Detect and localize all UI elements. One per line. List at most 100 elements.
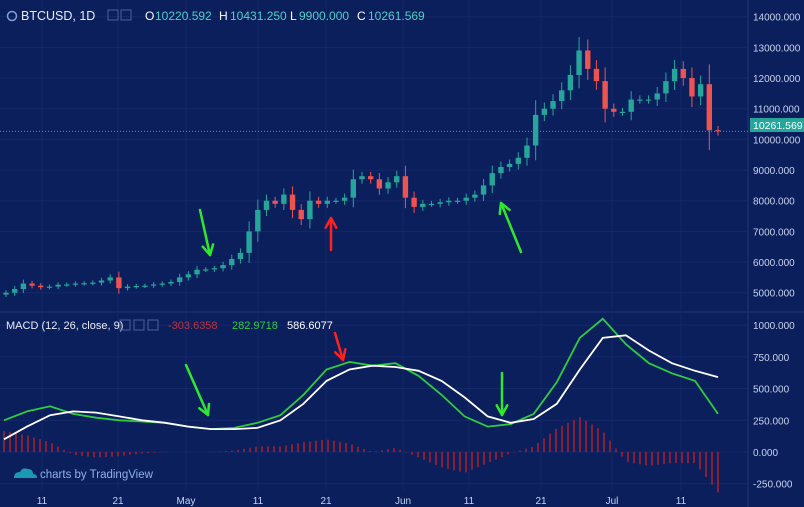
candle-body — [263, 200, 270, 210]
candle-body — [133, 285, 139, 288]
candle-body — [489, 173, 495, 186]
candle-body — [246, 231, 252, 253]
candle-body — [515, 157, 521, 164]
candle-body — [689, 78, 695, 97]
visibility-icon[interactable] — [107, 9, 119, 21]
candle-body — [367, 176, 374, 180]
candle-body — [532, 114, 539, 146]
candle-body — [671, 68, 678, 82]
candle-body — [255, 209, 261, 232]
candle — [20, 279, 27, 293]
candle — [315, 196, 322, 208]
candle-body — [637, 99, 643, 101]
candle — [38, 283, 44, 290]
macd-line — [3, 317, 719, 431]
time-tick-label: 11 — [464, 496, 475, 507]
candle-body — [90, 282, 96, 284]
time-tick-label: May — [177, 496, 196, 507]
macd-header: MACD (12, 26, close, 9) -303.6358 282.97… — [6, 319, 333, 332]
close-value: 10261.569 — [368, 9, 425, 23]
candle — [341, 193, 348, 205]
low-label: L — [290, 9, 297, 23]
candle — [480, 179, 487, 201]
time-tick-label: Jul — [606, 496, 619, 507]
price-tick-label: 7000.000 — [753, 227, 795, 238]
close-icon[interactable] — [147, 319, 159, 331]
settings-icon[interactable] — [133, 319, 145, 331]
candle — [150, 282, 157, 289]
macd-title: MACD (12, 26, close, 9) — [6, 320, 123, 332]
candle-body — [107, 277, 113, 281]
time-tick-label: 21 — [320, 496, 332, 507]
time-tick-label: 21 — [112, 496, 124, 507]
candle-body — [376, 179, 383, 189]
candle-body — [116, 277, 122, 289]
symbol-header: BTCUSD, 1D O 10220.592 H 10431.250 L 990… — [6, 9, 425, 23]
candle — [628, 91, 634, 121]
candle — [446, 197, 452, 206]
candle-body — [645, 99, 652, 101]
candle-body — [211, 268, 218, 270]
high-label: H — [219, 9, 228, 23]
candle — [454, 197, 461, 204]
macd-grid — [0, 324, 748, 485]
candle-body — [11, 289, 18, 293]
candle — [654, 87, 660, 106]
candle-body — [402, 176, 409, 198]
candle — [124, 284, 131, 291]
candle — [420, 199, 426, 211]
candle-body — [576, 50, 582, 75]
candle-body — [307, 200, 313, 220]
candle-body — [411, 197, 417, 207]
time-tick-label: 11 — [37, 496, 48, 507]
collapse-icon[interactable] — [6, 10, 18, 22]
candle — [289, 186, 296, 219]
candle — [489, 165, 495, 193]
candle — [229, 254, 235, 270]
candle — [255, 199, 261, 242]
candle-body — [150, 284, 157, 286]
price-tick-label: 12000.000 — [753, 74, 801, 85]
candle-body — [480, 185, 487, 195]
candle-body — [428, 203, 435, 205]
candle-body — [385, 182, 391, 189]
current-price-value: 10261.569 — [753, 120, 803, 132]
candle — [411, 191, 417, 213]
candle-body — [394, 176, 400, 183]
candle-body — [185, 274, 192, 278]
settings-icon[interactable] — [120, 9, 132, 21]
candle — [532, 100, 539, 161]
candle — [194, 266, 200, 279]
candle-body — [359, 176, 365, 180]
candle — [567, 65, 574, 101]
candle — [680, 61, 686, 86]
price-axis: 14000.000 13000.000 12000.000 11000.000 1000… — [753, 13, 801, 300]
candle — [333, 197, 339, 204]
candle — [515, 152, 521, 170]
candle — [402, 165, 409, 209]
macd-lines — [3, 317, 719, 441]
price-tick-label: 6000.000 — [753, 258, 795, 269]
candle-body — [168, 282, 174, 284]
candle — [211, 265, 218, 272]
candle — [176, 273, 183, 286]
candle-body — [46, 286, 53, 288]
candle-body — [550, 101, 556, 109]
candle-body — [124, 286, 131, 289]
candle-body — [333, 200, 339, 202]
candle — [359, 171, 365, 184]
candle — [506, 159, 513, 172]
candle — [168, 279, 174, 287]
candle — [619, 107, 626, 116]
candle-body — [272, 200, 278, 204]
macd-axis: 1000.000 750.000 500.000 250.000 0.000 -250.0… — [753, 321, 795, 491]
candle — [298, 203, 304, 226]
candle-body — [541, 108, 548, 115]
visibility-icon[interactable] — [119, 319, 131, 331]
candle — [541, 102, 548, 122]
candle — [611, 103, 617, 117]
candle — [376, 172, 383, 195]
candle-body — [506, 163, 513, 167]
candle-body — [203, 269, 209, 271]
tradingview-watermark[interactable]: charts by TradingView — [14, 468, 154, 481]
